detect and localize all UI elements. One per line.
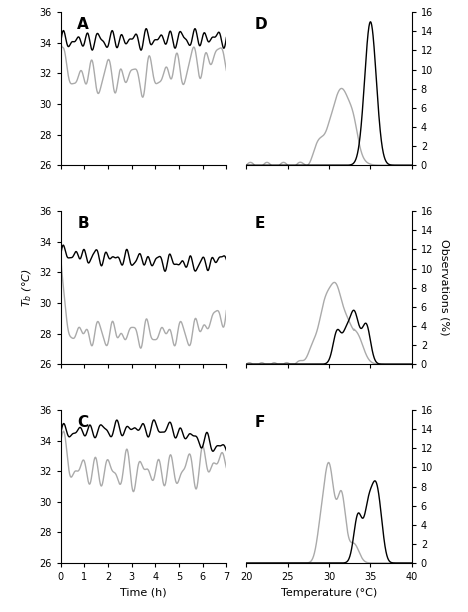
Text: F: F <box>255 415 265 430</box>
Text: D: D <box>255 17 267 32</box>
Text: C: C <box>77 415 88 430</box>
Y-axis label: Observations (%): Observations (%) <box>440 239 450 336</box>
X-axis label: Time (h): Time (h) <box>120 588 167 598</box>
Text: A: A <box>77 17 89 32</box>
Y-axis label: T$_b$ (°C): T$_b$ (°C) <box>20 269 34 307</box>
X-axis label: Temperature (°C): Temperature (°C) <box>281 588 377 598</box>
Text: E: E <box>255 216 265 231</box>
Text: B: B <box>77 216 89 231</box>
